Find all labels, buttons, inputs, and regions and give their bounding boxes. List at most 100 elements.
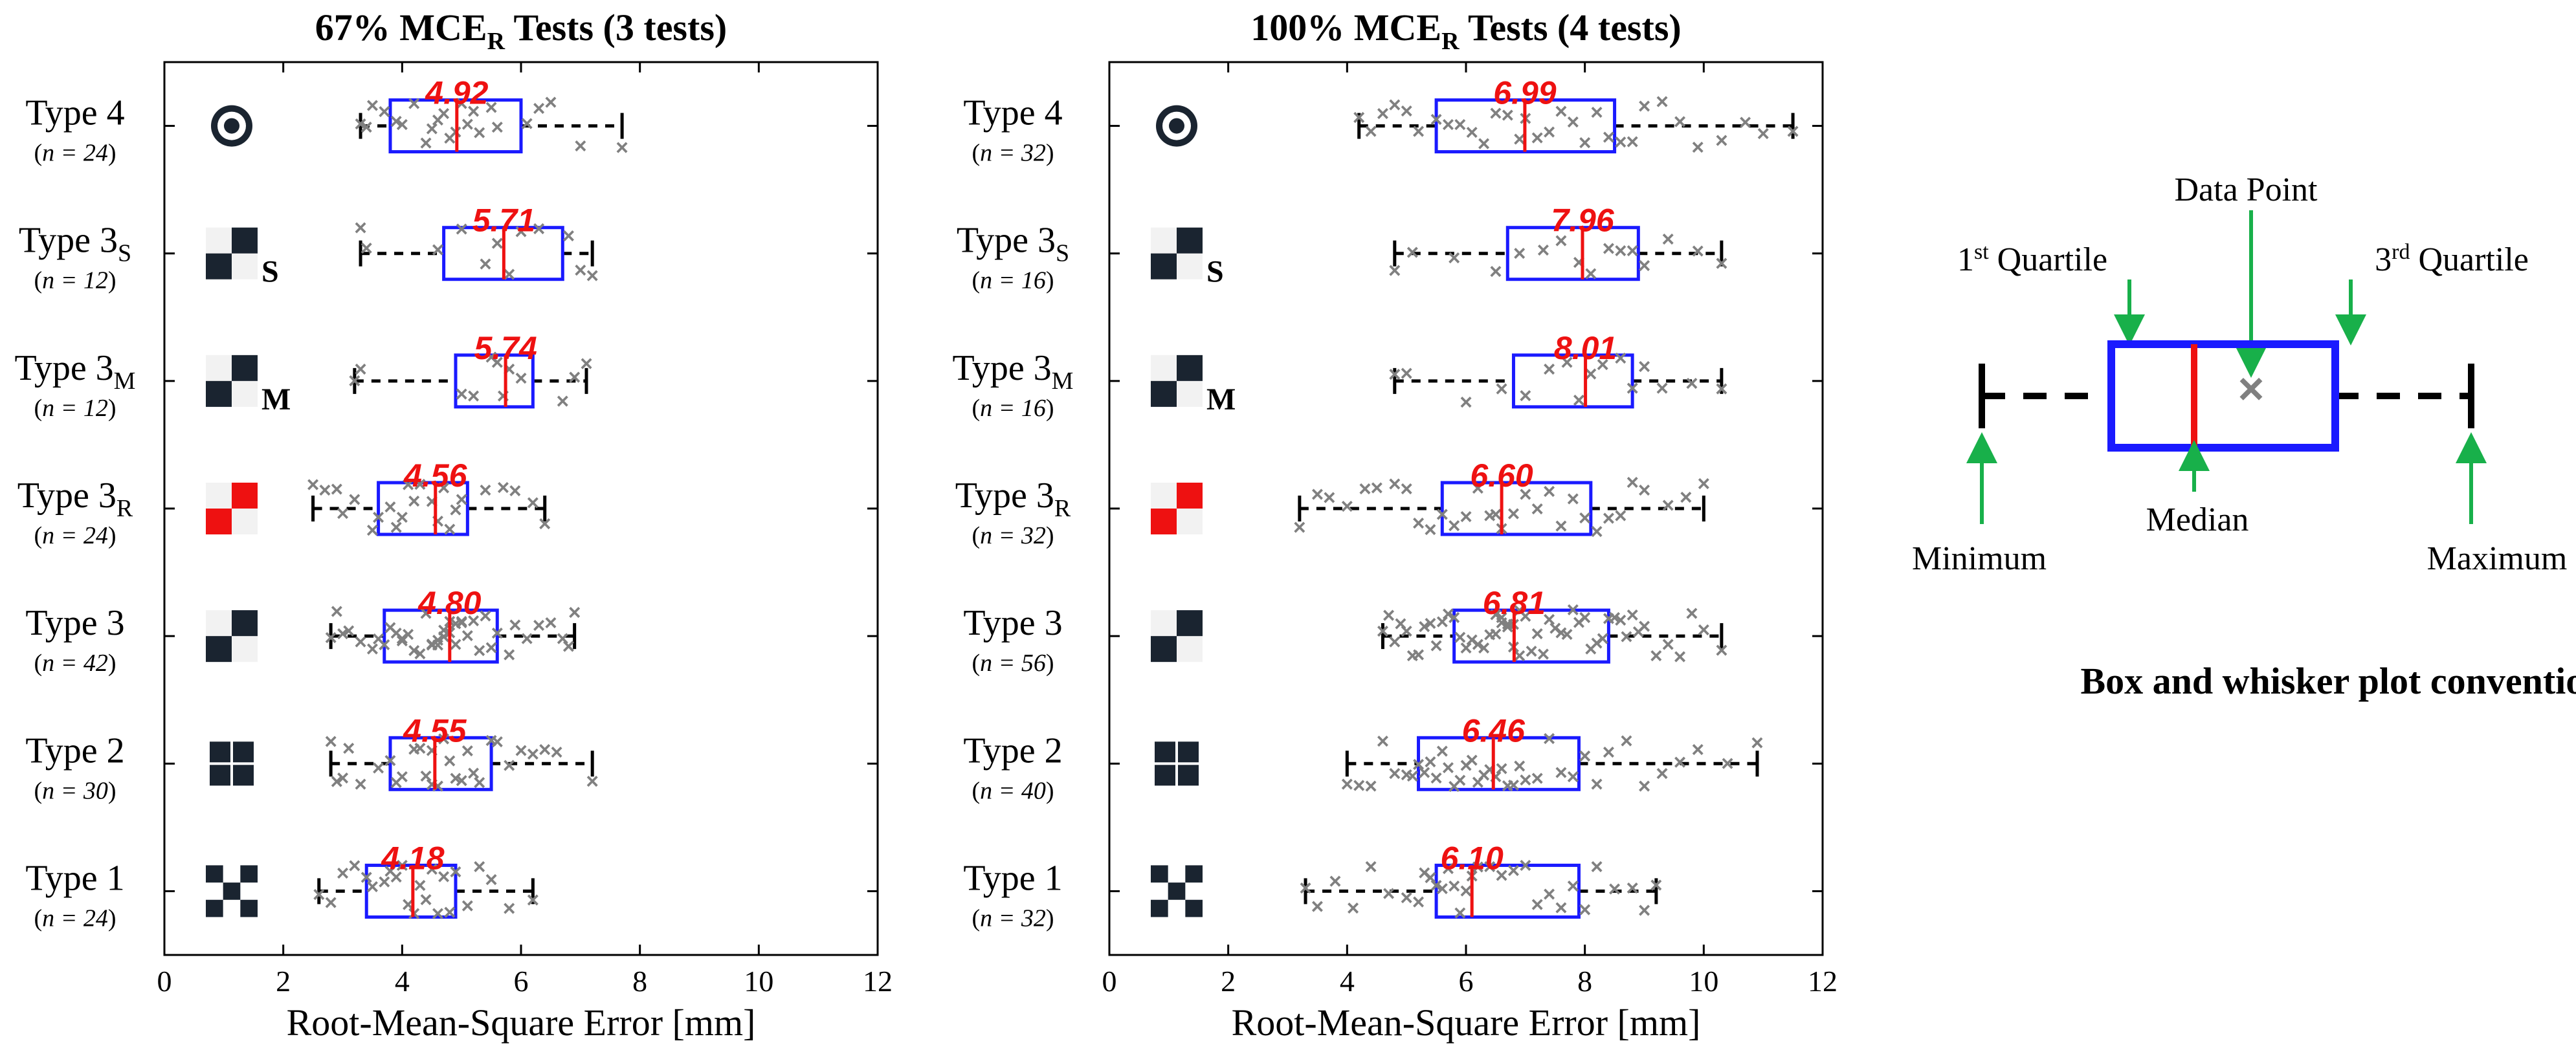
- data-point: ×: [539, 512, 551, 536]
- data-point: ×: [1560, 622, 1573, 647]
- data-point: ×: [1614, 346, 1627, 371]
- data-point: ×: [479, 478, 492, 503]
- data-point: ×: [1436, 740, 1449, 764]
- data-point: ×: [1471, 633, 1484, 657]
- checker-cell-bottom: [1151, 509, 1177, 534]
- data-point: ×: [330, 769, 343, 794]
- data-point: ×: [1602, 507, 1615, 531]
- data-point: ×: [1697, 618, 1710, 642]
- data-point: ×: [1454, 901, 1467, 925]
- iqr-box: [1452, 608, 1610, 664]
- data-point: ×: [1489, 603, 1502, 628]
- n-equals: = 42: [54, 650, 108, 677]
- data-point: ×: [1543, 608, 1556, 632]
- data-point: ×: [1608, 877, 1621, 902]
- data-point: ×: [544, 611, 557, 635]
- legend-median-label: Median: [2146, 501, 2249, 538]
- data-point: ×: [533, 96, 546, 121]
- data-point: ×: [1525, 639, 1538, 664]
- data-point: ×: [1448, 606, 1461, 630]
- data-point: ×: [1340, 494, 1353, 519]
- data-point: ×: [1471, 855, 1484, 880]
- data-point: ×: [1590, 631, 1603, 656]
- data-point: ×: [1638, 898, 1651, 923]
- data-point: ×: [390, 771, 403, 795]
- median-value-label: 4.55: [403, 712, 467, 749]
- data-point: ×: [1483, 855, 1496, 879]
- data-point: ×: [1489, 259, 1502, 284]
- checker-letter: S: [261, 255, 279, 289]
- n-equals: = 16: [992, 395, 1046, 422]
- data-point: ×: [1507, 502, 1520, 527]
- n-symbol: n: [980, 904, 992, 932]
- data-point: ×: [1388, 362, 1401, 387]
- data-point: ×: [1454, 113, 1467, 137]
- checker-s-icon: S: [1151, 227, 1224, 289]
- x-tick-label: 12: [1808, 965, 1838, 998]
- data-point: ×: [533, 613, 546, 638]
- data-point: ×: [497, 476, 510, 500]
- row-type-3m: Type 3M(n = 12) M××××××××××××5.74: [15, 330, 878, 422]
- data-point: ×: [1377, 102, 1390, 126]
- data-point: ×: [1507, 773, 1520, 798]
- data-point: ×: [1531, 766, 1544, 791]
- n-close: ): [108, 267, 117, 294]
- grid-cell: [233, 765, 254, 786]
- data-point: ×: [354, 772, 367, 796]
- n-equals: = 12: [54, 267, 108, 294]
- category-name: Type 1: [25, 858, 124, 898]
- data-point: ×: [1531, 893, 1544, 917]
- data-point: ×: [1614, 608, 1627, 633]
- data-point: ×: [1513, 754, 1526, 778]
- data-point: ×: [1311, 895, 1324, 919]
- data-point: ×: [1685, 602, 1698, 626]
- checker-cell-top: [1177, 355, 1203, 381]
- data-point: ×: [1418, 615, 1431, 639]
- data-point: ×: [307, 472, 320, 497]
- n-open: (: [972, 267, 981, 294]
- data-point: ×: [1638, 94, 1651, 118]
- data-point: ×: [402, 472, 415, 497]
- data-point: ×: [395, 113, 408, 137]
- data-point: ×: [1543, 882, 1556, 907]
- data-point: ×: [1661, 493, 1674, 518]
- x-tick-label: 2: [1221, 965, 1236, 998]
- n-symbol: n: [980, 777, 992, 804]
- data-point: ×: [348, 854, 361, 879]
- category-label: Type 2: [25, 730, 124, 771]
- data-point: ×: [438, 619, 450, 643]
- checker-m-icon: M: [206, 355, 291, 417]
- data-point: ×: [1656, 90, 1669, 115]
- data-point: ×: [1400, 886, 1413, 910]
- data-point: ×: [432, 633, 445, 657]
- grid-cell: [1178, 741, 1199, 763]
- data-point: ×: [568, 600, 581, 625]
- category-n-label: (n = 32): [972, 904, 1054, 932]
- data-point: ×: [1656, 377, 1669, 401]
- n-close: ): [108, 140, 117, 167]
- category-n-label: (n = 40): [972, 777, 1054, 804]
- data-point: ×: [1579, 897, 1592, 922]
- n-close: ): [1046, 140, 1054, 167]
- data-point: ×: [473, 121, 486, 146]
- data-point: ×: [443, 901, 456, 925]
- n-open: (: [972, 650, 981, 677]
- median-value-label: 5.74: [474, 330, 537, 366]
- data-point: ×: [1620, 729, 1633, 754]
- category-label: Type 2: [963, 730, 1062, 771]
- data-point: ×: [467, 99, 480, 124]
- data-point: ×: [1495, 611, 1508, 635]
- data-point: ×: [1590, 100, 1603, 125]
- data-point: ×: [526, 490, 539, 515]
- x-pattern-cell: [240, 865, 258, 883]
- n-equals: = 24: [54, 140, 108, 167]
- iqr-box: [377, 481, 469, 536]
- data-point: ×: [1626, 377, 1639, 401]
- data-point: ×: [1347, 896, 1360, 921]
- x-pattern-cell: [206, 899, 223, 917]
- data-point: ×: [425, 857, 438, 882]
- n-symbol: n: [42, 777, 54, 804]
- data-point: ×: [1483, 623, 1496, 648]
- category-name: Type 3: [17, 476, 117, 516]
- data-point: ×: [1584, 262, 1597, 287]
